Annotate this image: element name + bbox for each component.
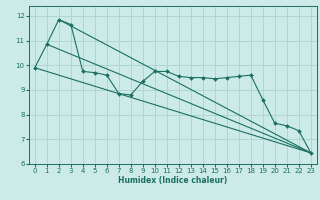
X-axis label: Humidex (Indice chaleur): Humidex (Indice chaleur) xyxy=(118,176,228,185)
